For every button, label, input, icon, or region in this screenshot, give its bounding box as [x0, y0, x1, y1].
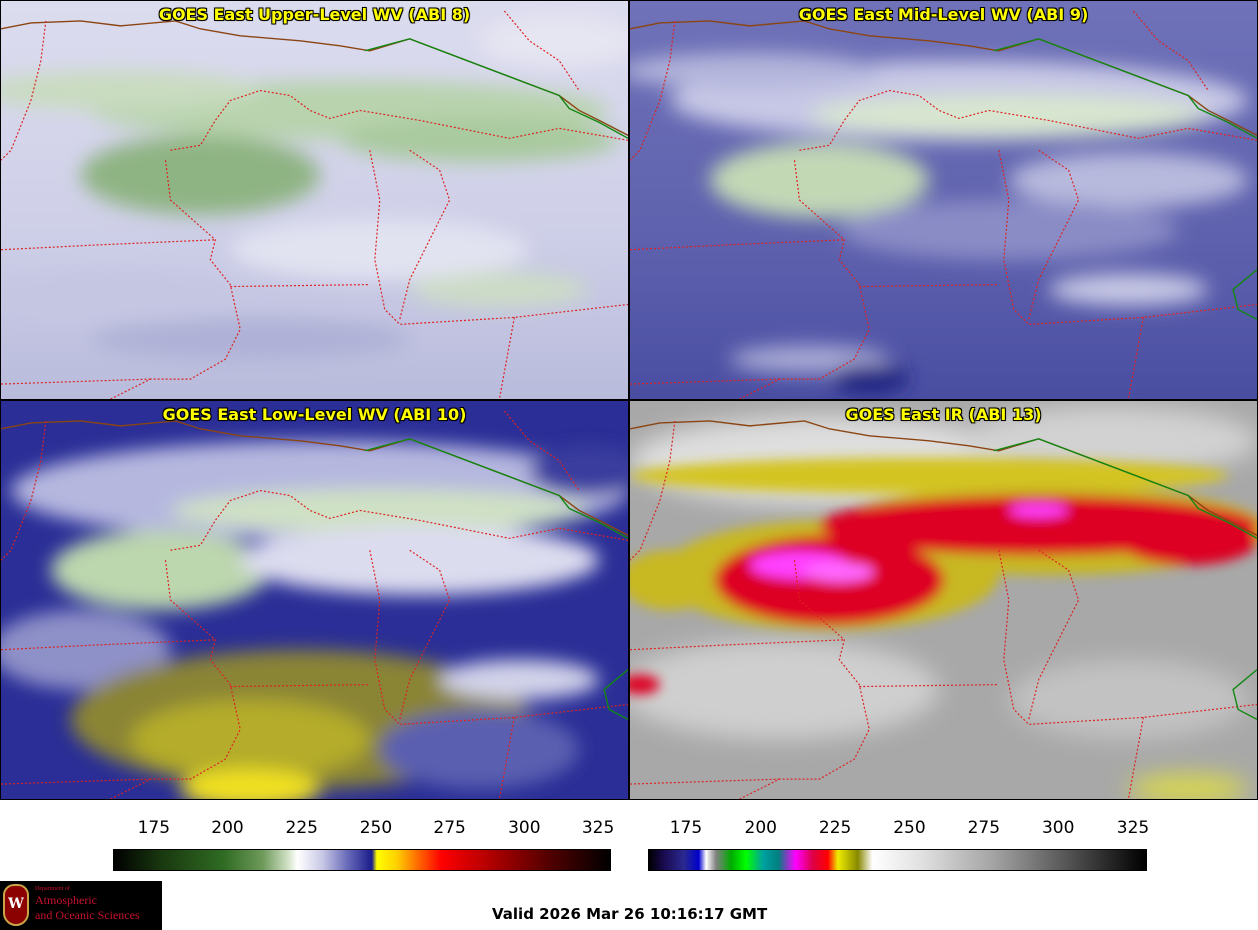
ir-panel: GOES East IR (ABI 13) — [629, 400, 1258, 800]
wv-tick-label: 250 — [359, 818, 393, 838]
wv-tick-label: 325 — [581, 818, 615, 838]
uw-seal-icon: W — [3, 884, 29, 926]
ir-tick-label: 325 — [1116, 818, 1150, 838]
ir-image — [630, 401, 1257, 799]
ir-colorbar-ticks: 175 200 225 250 275 300 325 — [648, 818, 1150, 848]
low-level-wv-image — [1, 401, 628, 799]
wv-colorbar — [113, 849, 611, 871]
ir-tick-label: 300 — [1041, 818, 1075, 838]
panel-title: GOES East Upper-Level WV (ABI 8) — [158, 5, 471, 24]
ir-tick-label: 275 — [967, 818, 1001, 838]
mid-level-wv-image — [630, 1, 1257, 399]
valid-time: Valid 2026 Mar 26 10:16:17 GMT — [492, 905, 768, 923]
upper-level-wv-panel: GOES East Upper-Level WV (ABI 8) — [0, 0, 629, 400]
aos-logo: W Department of Atmospheric and Oceanic … — [0, 881, 162, 930]
wv-tick-label: 225 — [285, 818, 318, 838]
panel-title: GOES East Mid-Level WV (ABI 9) — [798, 5, 1089, 24]
ir-tick-label: 250 — [893, 818, 926, 838]
mid-level-wv-panel: GOES East Mid-Level WV (ABI 9) — [629, 0, 1258, 400]
logo-line2: and Oceanic Sciences — [35, 908, 140, 922]
wv-colorbar-ticks: 175 200 225 250 275 300 325 — [113, 818, 615, 848]
wv-tick-label: 175 — [137, 818, 171, 838]
panel-title: GOES East Low-Level WV (ABI 10) — [162, 405, 467, 424]
wv-tick-label: 200 — [211, 818, 244, 838]
wv-tick-label: 275 — [433, 818, 466, 838]
panel-title: GOES East IR (ABI 13) — [845, 405, 1042, 424]
logo-department: Department of — [35, 886, 70, 892]
ir-tick-label: 225 — [818, 818, 852, 838]
wv-tick-label: 300 — [508, 818, 541, 838]
ir-tick-label: 175 — [669, 818, 703, 838]
logo-line1: Atmospheric — [35, 893, 97, 907]
ir-colorbar — [648, 849, 1147, 871]
low-level-wv-panel: GOES East Low-Level WV (ABI 10) — [0, 400, 629, 800]
ir-tick-label: 200 — [744, 818, 777, 838]
upper-level-wv-image — [1, 1, 628, 399]
